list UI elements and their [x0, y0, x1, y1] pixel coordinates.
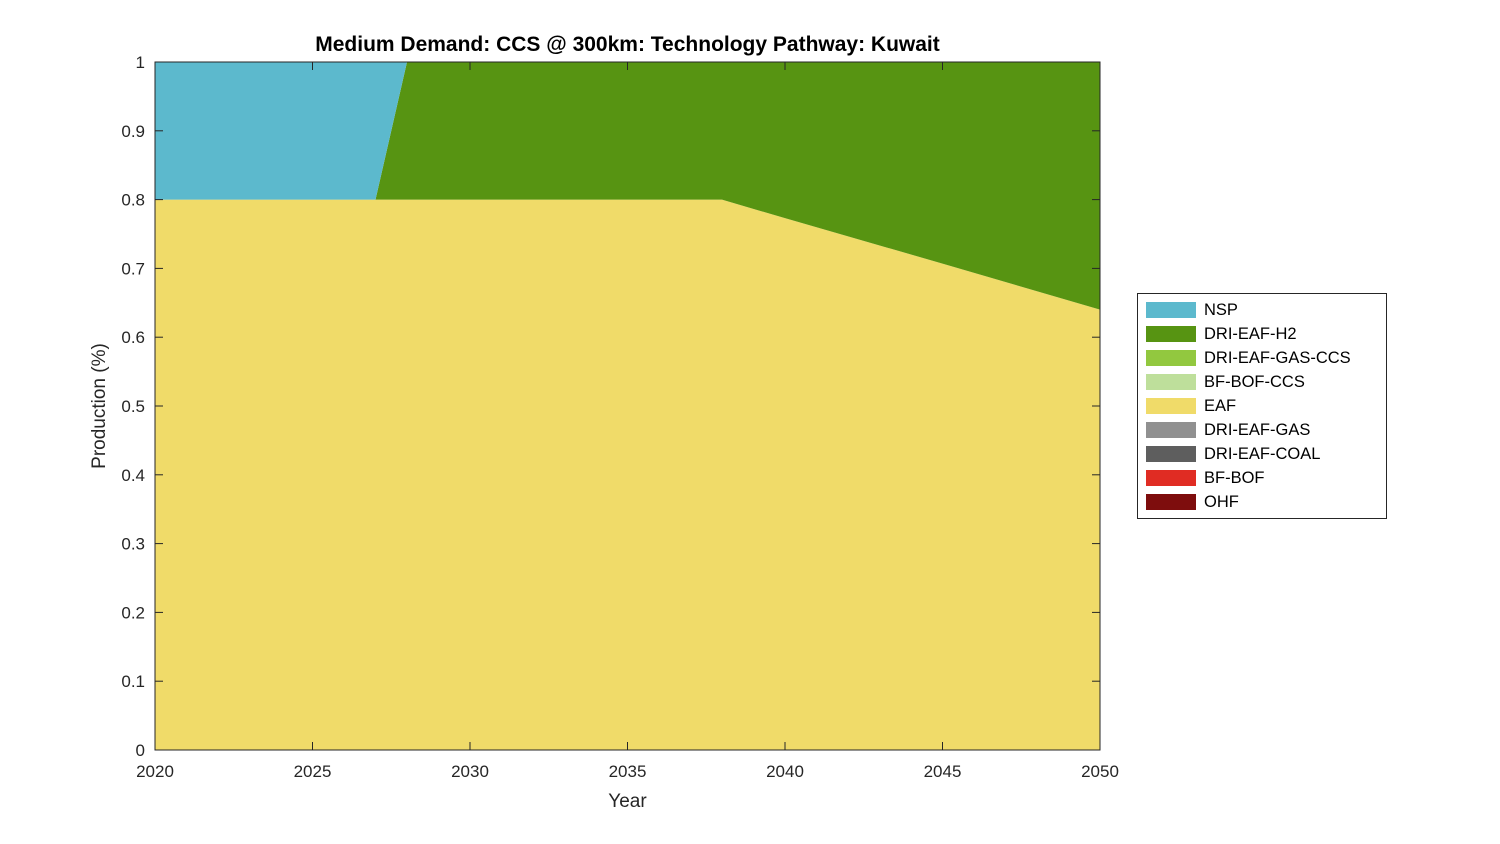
legend-swatch-icon [1146, 302, 1196, 318]
y-tick-label: 0.4 [121, 466, 145, 485]
legend-label: DRI-EAF-COAL [1204, 444, 1321, 463]
legend-label: OHF [1204, 492, 1239, 511]
legend-item-dri-eaf-coal: DRI-EAF-COAL [1138, 442, 1386, 466]
x-tick-label: 2040 [766, 762, 804, 781]
legend-swatch-icon [1146, 494, 1196, 510]
y-tick-label: 0.5 [121, 397, 145, 416]
x-tick-label: 2020 [136, 762, 174, 781]
x-tick-label: 2035 [609, 762, 647, 781]
y-tick-label: 0.1 [121, 672, 145, 691]
y-tick-label: 0.7 [121, 259, 145, 278]
y-axis-label: Production (%) [89, 343, 110, 469]
y-tick-label: 0.9 [121, 122, 145, 141]
legend-item-dri-eaf-gas: DRI-EAF-GAS [1138, 418, 1386, 442]
legend-label: DRI-EAF-GAS-CCS [1204, 348, 1351, 367]
legend-label: DRI-EAF-H2 [1204, 324, 1297, 343]
y-tick-label: 0.6 [121, 328, 145, 347]
legend-swatch-icon [1146, 470, 1196, 486]
y-tick-label: 0.8 [121, 191, 145, 210]
legend-item-ohf: OHF [1138, 490, 1386, 514]
legend-label: DRI-EAF-GAS [1204, 420, 1311, 439]
legend-item-bf-bof-ccs: BF-BOF-CCS [1138, 370, 1386, 394]
x-tick-label: 2050 [1081, 762, 1119, 781]
legend-item-eaf: EAF [1138, 394, 1386, 418]
legend-label: BF-BOF-CCS [1204, 372, 1305, 391]
x-tick-label: 2030 [451, 762, 489, 781]
legend-item-dri-eaf-gas-ccs: DRI-EAF-GAS-CCS [1138, 346, 1386, 370]
area-series-DRI-EAF-H2 [155, 62, 1100, 310]
legend-item-dri-eaf-h2: DRI-EAF-H2 [1138, 322, 1386, 346]
legend-swatch-icon [1146, 446, 1196, 462]
y-tick-label: 0.3 [121, 535, 145, 554]
area-series-NSP [155, 62, 1100, 200]
x-axis-label: Year [608, 791, 647, 812]
y-tick-label: 0 [136, 741, 145, 760]
y-tick-label: 0.2 [121, 603, 145, 622]
legend-label: BF-BOF [1204, 468, 1265, 487]
legend: NSP DRI-EAF-H2 DRI-EAF-GAS-CCS BF-BOF-CCS EA… [1137, 293, 1387, 519]
legend-swatch-icon [1146, 326, 1196, 342]
area-series-EAF [155, 199, 1100, 751]
legend-label: NSP [1204, 300, 1238, 319]
chart-title: Medium Demand: CCS @ 300km: Technology P… [315, 33, 940, 56]
legend-swatch-icon [1146, 350, 1196, 366]
y-tick-label: 1 [136, 53, 145, 72]
x-tick-label: 2025 [294, 762, 332, 781]
legend-label: EAF [1204, 396, 1237, 415]
legend-swatch-icon [1146, 422, 1196, 438]
legend-swatch-icon [1146, 398, 1196, 414]
legend-item-bf-bof: BF-BOF [1138, 466, 1386, 490]
x-tick-label: 2045 [924, 762, 962, 781]
legend-item-nsp: NSP [1138, 298, 1386, 322]
legend-swatch-icon [1146, 374, 1196, 390]
